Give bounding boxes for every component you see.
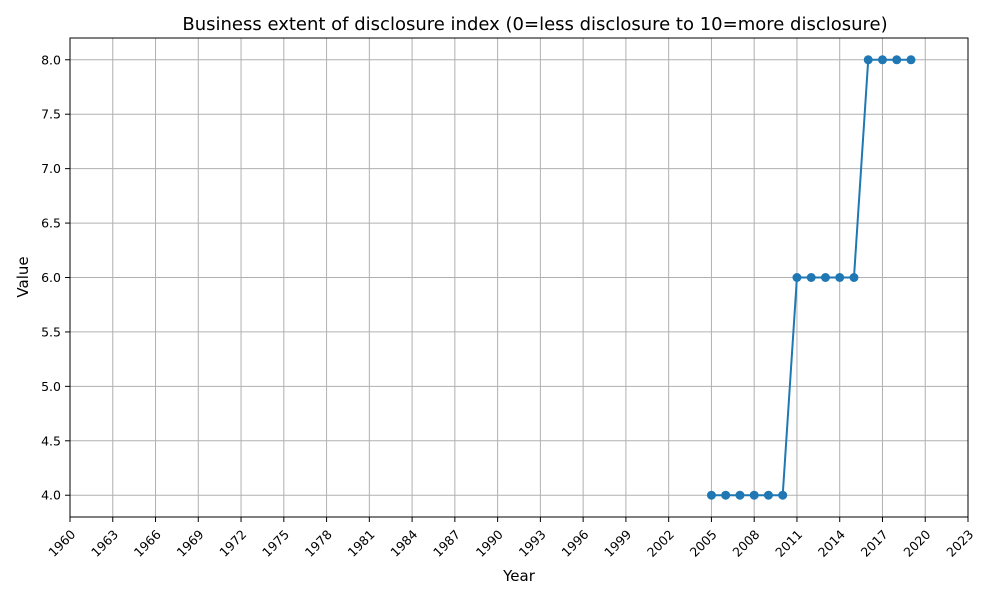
data-point — [735, 490, 745, 500]
series-layer — [706, 55, 916, 500]
data-point — [906, 55, 916, 65]
x-tick-label: 2020 — [900, 527, 933, 560]
x-tick-label: 1987 — [430, 527, 463, 560]
data-point — [892, 55, 902, 65]
y-axis: 4.0 4.5 5.0 5.5 6.0 6.5 7.0 7.5 8.0 — [41, 52, 70, 503]
data-point — [863, 55, 873, 65]
x-tick-label: 1978 — [302, 527, 335, 560]
y-tick-label: 6.5 — [41, 216, 61, 231]
x-tick-label: 1963 — [88, 527, 121, 560]
x-tick-label: 2011 — [772, 527, 805, 560]
x-tick-label: 1960 — [45, 527, 78, 560]
x-tick-label: 2014 — [815, 527, 848, 560]
x-axis: 1960 1963 1966 1969 1972 1975 1978 1981 1984 1987… — [45, 517, 976, 560]
x-tick-label: 2023 — [943, 527, 976, 560]
y-tick-label: 5.0 — [41, 379, 61, 394]
x-tick-label: 1999 — [601, 527, 634, 560]
x-tick-label: 1975 — [259, 527, 292, 560]
data-point — [749, 490, 759, 500]
x-tick-label: 2005 — [687, 527, 720, 560]
x-tick-label: 1981 — [345, 527, 378, 560]
data-point — [721, 490, 731, 500]
data-point — [877, 55, 887, 65]
y-axis-label: Value — [14, 256, 32, 297]
y-tick-label: 7.0 — [41, 161, 61, 176]
data-point — [763, 490, 773, 500]
x-tick-label: 1993 — [516, 527, 549, 560]
y-tick-label: 4.0 — [41, 488, 61, 503]
y-tick-label: 6.0 — [41, 270, 61, 285]
chart-title: Business extent of disclosure index (0=l… — [182, 14, 887, 35]
data-point — [706, 490, 716, 500]
x-tick-label: 2008 — [729, 527, 762, 560]
data-point — [820, 273, 830, 282]
data-point — [778, 490, 788, 500]
data-point — [806, 273, 816, 282]
y-tick-label: 8.0 — [41, 52, 61, 67]
x-tick-label: 1984 — [387, 527, 420, 560]
x-tick-label: 1972 — [216, 527, 249, 560]
x-tick-label: 1990 — [473, 527, 506, 560]
x-axis-label: Year — [502, 567, 536, 585]
x-tick-label: 1996 — [558, 527, 591, 560]
y-tick-label: 4.5 — [41, 433, 61, 448]
y-tick-label: 5.5 — [41, 324, 61, 339]
y-tick-label: 7.5 — [41, 107, 61, 122]
x-tick-label: 1966 — [131, 527, 164, 560]
data-point — [835, 273, 845, 282]
grid-lines — [69, 38, 969, 517]
x-tick-label: 2017 — [858, 527, 891, 560]
data-point — [849, 273, 859, 282]
x-tick-label: 2002 — [644, 527, 677, 560]
data-point — [792, 273, 802, 282]
x-tick-label: 1969 — [173, 527, 206, 560]
